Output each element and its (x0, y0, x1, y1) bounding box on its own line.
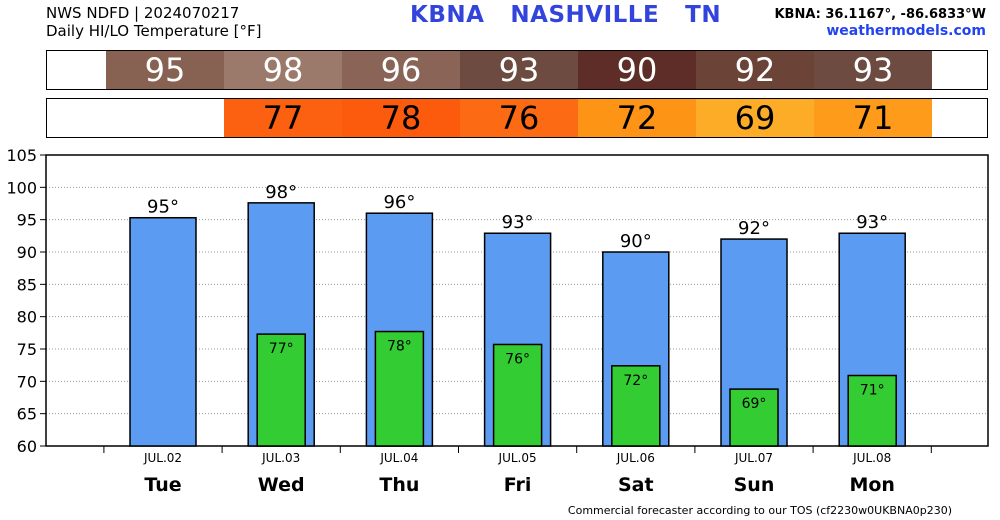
y-tick-label-90: 90 (17, 243, 37, 262)
date-label-JUL.03: JUL.03 (261, 451, 300, 465)
low-bar-JUL.08 (847, 374, 897, 447)
high-strip-cell-JUL.08: 93 (814, 51, 932, 89)
low-strip-cell-JUL.04: 78 (342, 99, 460, 137)
high-label-JUL.03: 98° (265, 182, 297, 203)
low-label-JUL.07: 69° (742, 396, 767, 412)
high-label-JUL.08: 93° (856, 212, 888, 233)
y-tick-label-65: 65 (17, 405, 37, 424)
day-label-Wed: Wed (258, 474, 305, 496)
station-state: TN (685, 2, 722, 28)
low-label-JUL.03: 77° (269, 341, 294, 357)
site-link[interactable]: weathermodels.com (826, 23, 986, 39)
high-strip-cell-JUL.04: 96 (342, 51, 460, 89)
footer-note: Commercial forecaster according to our T… (567, 504, 952, 517)
low-bar-JUL.05 (492, 343, 543, 447)
day-label-Tue: Tue (144, 474, 181, 496)
low-label-JUL.04: 78° (387, 339, 412, 355)
high-label-JUL.05: 93° (502, 212, 534, 233)
low-strip-cell-JUL.02 (106, 99, 224, 137)
date-label-JUL.04: JUL.04 (379, 451, 418, 465)
coordinates-label: KBNA: 36.1167°, -86.6833°W (774, 7, 986, 22)
day-label-Sat: Sat (618, 474, 654, 496)
date-label-JUL.07: JUL.07 (734, 451, 773, 465)
low-label-JUL.08: 71° (860, 383, 885, 399)
low-strip-cell-JUL.07: 69 (696, 99, 814, 137)
high-temperature-strip: 95 98 96 93 90 92 93 (46, 50, 988, 90)
date-label-JUL.02: JUL.02 (143, 451, 182, 465)
low-label-JUL.06: 72° (623, 373, 648, 389)
source-label: NWS NDFD | 2024070217 (46, 4, 240, 22)
high-strip-cell-JUL.02: 95 (106, 51, 224, 89)
day-label-Mon: Mon (849, 474, 895, 496)
low-temperature-strip: 77 78 76 72 69 71 (46, 98, 988, 138)
low-strip-cell-JUL.05: 76 (460, 99, 578, 137)
low-strip-cell-JUL.08: 71 (814, 99, 932, 137)
low-bar-JUL.03 (256, 333, 306, 447)
low-bar-JUL.06 (611, 365, 661, 447)
station-title: KBNA NASHVILLE TN (410, 4, 747, 27)
low-bar-JUL.04 (374, 330, 425, 447)
date-label-JUL.08: JUL.08 (852, 451, 891, 465)
station-id: KBNA (410, 2, 485, 28)
date-label-JUL.06: JUL.06 (616, 451, 655, 465)
high-strip-cell-JUL.06: 90 (578, 51, 696, 89)
high-bar-JUL.02 (129, 216, 197, 447)
date-label-JUL.05: JUL.05 (498, 451, 537, 465)
high-strip-cell-JUL.05: 93 (460, 51, 578, 89)
y-tick-label-100: 100 (6, 178, 37, 197)
station-name: NASHVILLE (510, 2, 660, 28)
low-label-JUL.05: 76° (505, 351, 530, 367)
y-tick-label-75: 75 (17, 340, 37, 359)
low-strip-cell-JUL.06: 72 (578, 99, 696, 137)
y-tick-label-70: 70 (17, 372, 37, 391)
y-tick-label-95: 95 (17, 211, 37, 230)
high-label-JUL.02: 95° (147, 197, 179, 218)
high-label-JUL.07: 92° (738, 218, 770, 239)
high-label-JUL.04: 96° (383, 192, 415, 213)
low-bar-JUL.07 (729, 388, 779, 447)
day-label-Fri: Fri (504, 474, 532, 496)
high-label-JUL.06: 90° (620, 231, 652, 252)
y-tick-label-60: 60 (17, 437, 37, 456)
day-label-Thu: Thu (379, 474, 419, 496)
y-tick-label-85: 85 (17, 275, 37, 294)
high-strip-cell-JUL.03: 98 (224, 51, 342, 89)
high-strip-cell-JUL.07: 92 (696, 51, 814, 89)
low-strip-cell-JUL.03: 77 (224, 99, 342, 137)
y-tick-label-80: 80 (17, 308, 37, 327)
variable-label: Daily HI/LO Temperature [°F] (46, 22, 262, 40)
y-tick-label-105: 105 (6, 146, 37, 165)
day-label-Sun: Sun (734, 474, 775, 496)
